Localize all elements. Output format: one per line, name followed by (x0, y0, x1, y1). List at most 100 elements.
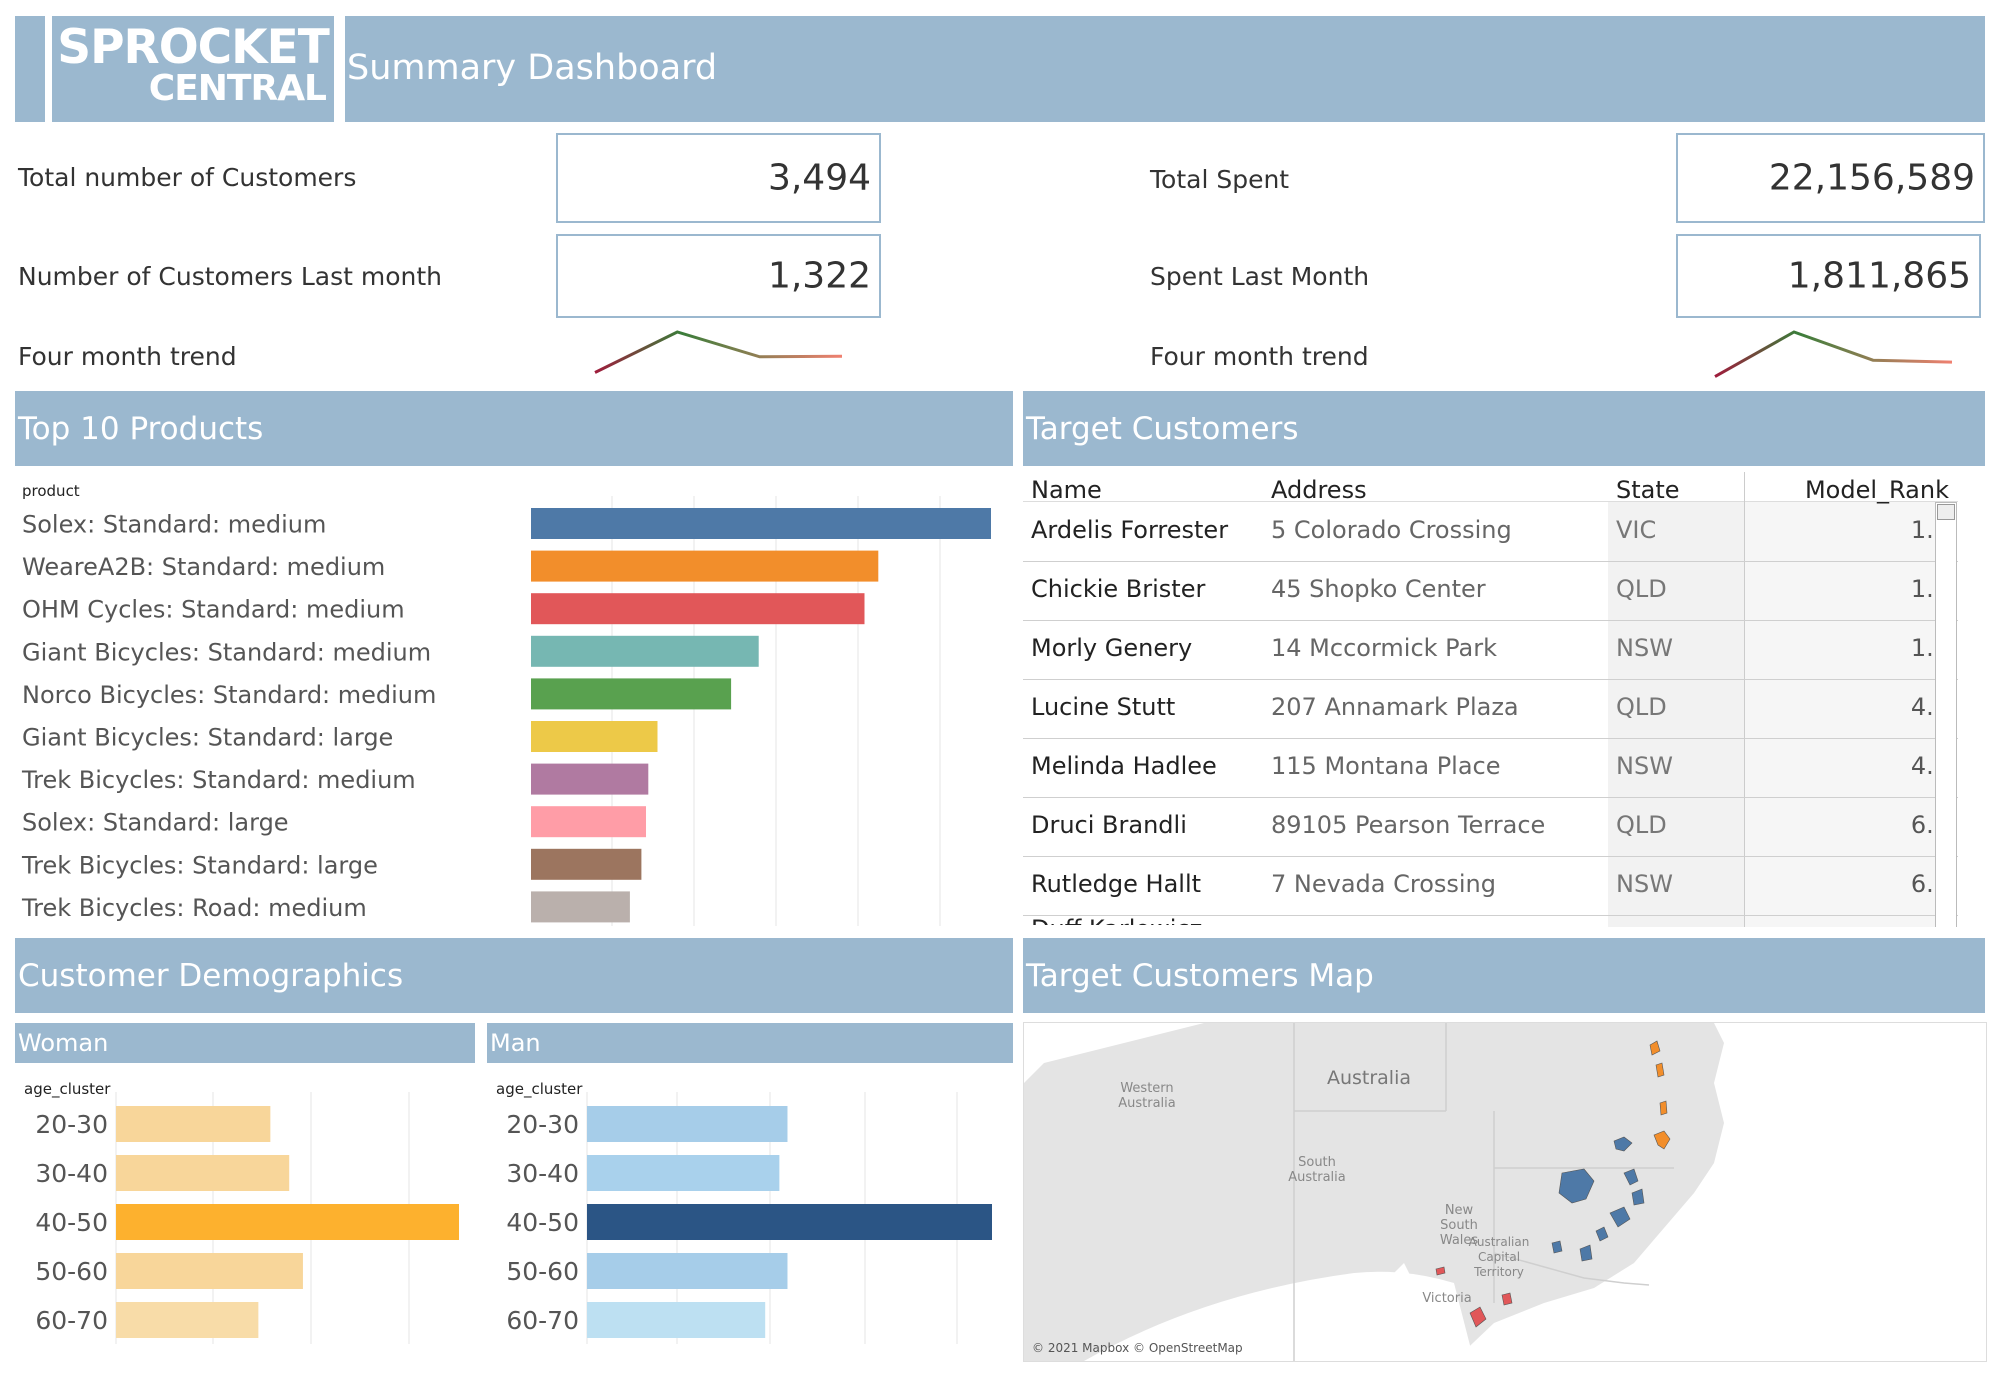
spent-trend-line (1714, 330, 1953, 378)
age-label: 60-70 (35, 1306, 108, 1335)
product-bar (531, 550, 879, 582)
table-row[interactable]: Melinda Hadlee 115 Montana Place NSW 4.0 (1023, 738, 1958, 798)
table-row[interactable]: Ardelis Forrester 5 Colorado Crossing VIC 1… (1023, 502, 1958, 562)
customers-trend-line (594, 330, 843, 374)
target-customers-title: Target Customers (1026, 411, 1299, 447)
cell-state: NSW (1616, 870, 1673, 898)
cell-address: 89105 Pearson Terrace (1271, 811, 1546, 839)
nsw-region-4 (1631, 1188, 1645, 1206)
total-spent-value-box: 22,156,589 (1676, 133, 1985, 223)
nsw-region-8 (1551, 1240, 1563, 1254)
top-products-title: Top 10 Products (18, 411, 264, 447)
cell-address: 45 Shopko Center (1271, 575, 1486, 603)
age-bar (587, 1204, 992, 1240)
table-row[interactable]: Lucine Stutt 207 Annamark Plaza QLD 4.0 (1023, 679, 1958, 739)
product-bar (531, 763, 649, 795)
woman-age-chart: 20-30 30-40 40-50 50-60 60-70 (35, 1092, 459, 1344)
table-scrollbar-thumb[interactable] (1937, 504, 1955, 520)
product-bar (531, 508, 991, 539)
cell-name: Druci Brandli (1031, 811, 1187, 839)
man-label: Man (490, 1029, 541, 1057)
total-spent-value: 22,156,589 (1768, 157, 1975, 199)
age-bar (116, 1106, 271, 1142)
target-customers-map[interactable]: Western Australia Australia South Austra… (1023, 1022, 1987, 1362)
customer-regions (1435, 1040, 1671, 1328)
spent-last-month-value-box: 1,811,865 (1676, 234, 1981, 318)
table-row[interactable]: Druci Brandli 89105 Pearson Terrace QLD 6.0 (1023, 797, 1958, 857)
demographics-header: Customer Demographics (15, 938, 1013, 1013)
table-scrollbar[interactable] (1935, 502, 1957, 927)
spent-last-month-label: Spent Last Month (1150, 262, 1370, 291)
cell-name: Chickie Brister (1031, 575, 1206, 603)
age-label: 30-40 (506, 1159, 579, 1188)
table-row[interactable]: Rutledge Hallt 7 Nevada Crossing NSW 6.0 (1023, 856, 1958, 916)
map-header: Target Customers Map (1023, 938, 1985, 1013)
nsw-region-1 (1613, 1136, 1633, 1152)
age-label: 50-60 (35, 1257, 108, 1286)
logo-line2: CENTRAL (148, 68, 327, 109)
cell-address: 5 Colorado Crossing (1271, 516, 1512, 544)
cell-rank: 1.0 (1910, 634, 1949, 662)
age-label: 30-40 (35, 1159, 108, 1188)
qld-region-2 (1655, 1062, 1665, 1078)
customers-trend-sparkline (594, 330, 843, 374)
table-row[interactable]: Chickie Brister 45 Shopko Center QLD 1.0 (1023, 561, 1958, 621)
great-australian-bight (1084, 1271, 1474, 1361)
product-bar (531, 721, 658, 752)
product-label: Trek Bicycles: Standard: medium (21, 766, 416, 794)
vic-region-2 (1501, 1292, 1513, 1306)
qld-region-3 (1659, 1100, 1668, 1116)
nsw-region-6 (1595, 1226, 1609, 1242)
product-label: WeareA2B: Standard: medium (22, 553, 385, 581)
cell-rank: 4.0 (1910, 752, 1949, 780)
logo-line1: SPROCKET (57, 20, 330, 75)
cell-name: Morly Genery (1031, 634, 1193, 662)
col-header-state[interactable]: State (1616, 476, 1680, 504)
total-customers-value-box: 3,494 (556, 133, 881, 223)
product-label: Solex: Standard: large (22, 809, 289, 837)
cell-address: 7 Nevada Crossing (1271, 870, 1496, 898)
header-title-band: Summary Dashboard (345, 16, 1985, 122)
product-bar (531, 848, 642, 880)
header-left-block (15, 16, 45, 122)
customers-last-month-value: 1,322 (767, 255, 871, 297)
cell-name: Lucine Stutt (1031, 693, 1176, 721)
product-label: Norco Bicycles: Standard: medium (22, 681, 436, 709)
product-bar (531, 635, 759, 667)
cell-state: QLD (1616, 693, 1667, 721)
cell-state: VIC (1616, 516, 1657, 544)
spent-trend-label: Four month trend (1150, 342, 1369, 371)
product-bar (531, 891, 630, 923)
woman-label: Woman (18, 1029, 109, 1057)
product-label: Trek Bicycles: Standard: large (21, 851, 378, 879)
cell-rank: 1.0 (1910, 575, 1949, 603)
demographics-title: Customer Demographics (18, 958, 404, 994)
man-field-label: age_cluster (496, 1080, 583, 1098)
age-label: 20-30 (35, 1110, 108, 1139)
col-header-name[interactable]: Name (1031, 476, 1102, 504)
total-customers-label: Total number of Customers (18, 163, 357, 192)
age-label: 40-50 (506, 1208, 579, 1237)
australia-landmass (1024, 1023, 1724, 1361)
product-bar (531, 593, 865, 625)
man-age-chart: 20-30 30-40 40-50 50-60 60-70 (506, 1092, 992, 1344)
col-header-address[interactable]: Address (1271, 476, 1367, 504)
total-spent-label: Total Spent (1150, 165, 1290, 194)
age-label: 60-70 (506, 1306, 579, 1335)
col-header-model-rank[interactable]: Model_Rank (1804, 476, 1949, 504)
nsw-region-3 (1623, 1168, 1639, 1186)
age-label: 20-30 (506, 1110, 579, 1139)
age-bar (587, 1155, 780, 1191)
table-row[interactable]: Morly Genery 14 Mccormick Park NSW 1.0 (1023, 620, 1958, 680)
cell-rank: 1.0 (1910, 516, 1949, 544)
customers-trend-label: Four month trend (18, 342, 237, 371)
cell-rank: 6.0 (1910, 811, 1949, 839)
cell-address: 115 Montana Place (1271, 752, 1501, 780)
age-label: 40-50 (35, 1208, 108, 1237)
map-canvas (1024, 1023, 1724, 1361)
cell-name: Ardelis Forrester (1031, 516, 1229, 544)
column-divider (1744, 472, 1745, 927)
age-bar (116, 1253, 303, 1289)
age-bar (116, 1155, 290, 1191)
nsw-vic-border (1493, 1252, 1650, 1286)
